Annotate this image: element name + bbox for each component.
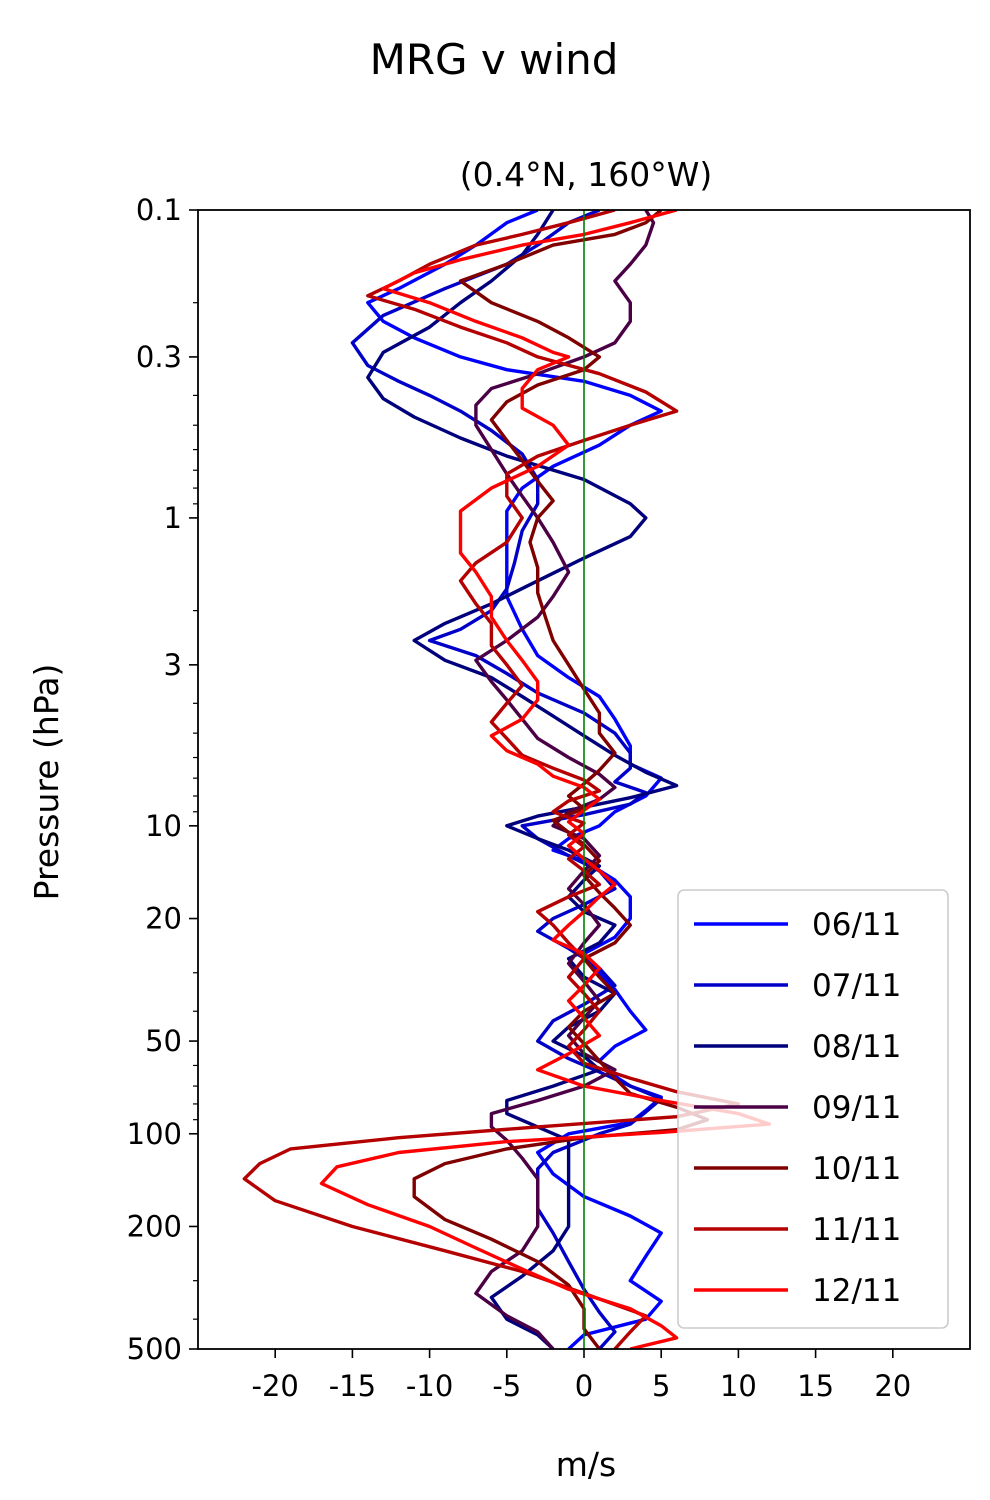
legend-label: 09/11	[812, 1090, 901, 1126]
y-tick-label: 0.1	[136, 193, 182, 227]
x-tick-label: 5	[652, 1369, 670, 1403]
x-tick-label: -20	[252, 1369, 299, 1403]
series-line-3	[366, 210, 679, 1349]
legend-label: 08/11	[812, 1029, 901, 1065]
y-tick-label: 3	[164, 648, 182, 682]
y-tick-label: 100	[127, 1117, 182, 1151]
x-tick-label: -10	[406, 1369, 453, 1403]
x-tick-label: 20	[874, 1369, 911, 1403]
x-tick-label: -15	[329, 1369, 376, 1403]
legend-label: 07/11	[812, 968, 901, 1004]
legend-label: 11/11	[812, 1212, 901, 1248]
y-tick-label: 10	[145, 809, 182, 843]
legend-label: 06/11	[812, 907, 901, 943]
series-line-5	[412, 210, 710, 1349]
y-tick-label: 1	[164, 501, 182, 535]
axes-title: (0.4°N, 160°W)	[460, 155, 713, 194]
y-tick-label: 50	[145, 1024, 182, 1058]
y-tick-label: 500	[127, 1332, 182, 1366]
plot-area	[197, 209, 971, 1350]
series-line-1	[366, 210, 663, 1349]
axis-ticks: -20 -15 -10 -5 0 5 10 15 20 0.1 0.3 1 3 10 20 50 100 200 5…	[127, 193, 912, 1403]
legend-label: 10/11	[812, 1151, 901, 1187]
legend-box	[677, 889, 949, 1329]
legend-label: 12/11	[812, 1273, 901, 1309]
x-tick-label: 0	[575, 1369, 593, 1403]
legend: 06/11 07/11 08/11 09/11 10/11 11/11 12/11	[677, 889, 949, 1329]
x-tick-label: 15	[797, 1369, 834, 1403]
x-tick-label: 10	[720, 1369, 757, 1403]
suptitle: MRG v wind	[370, 35, 619, 84]
y-tick-label: 200	[127, 1209, 182, 1243]
x-tick-label: -5	[492, 1369, 521, 1403]
y-tick-label: 0.3	[136, 340, 182, 374]
series-line-6	[242, 210, 741, 1349]
y-tick-label: 20	[145, 902, 182, 936]
x-axis-label: m/s	[556, 1445, 616, 1484]
y-axis-label: Pressure (hPa)	[27, 664, 66, 901]
